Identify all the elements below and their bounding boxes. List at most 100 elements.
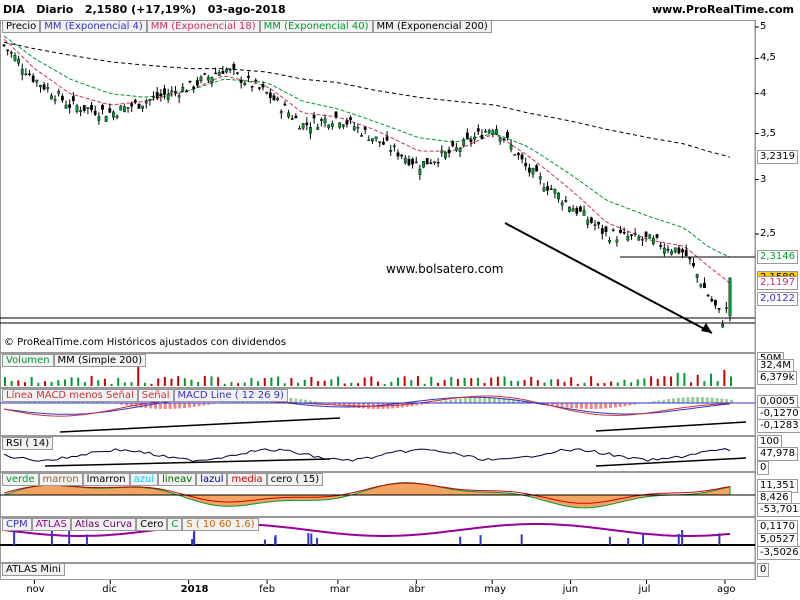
legend-item[interactable]: Cero (136, 518, 168, 531)
legend-item[interactable]: Atlas Curva (70, 518, 137, 531)
legend-item[interactable]: RSI ( 14) (2, 437, 54, 450)
candle-body (389, 150, 393, 152)
macd-hist-bar (512, 399, 516, 403)
candle-body (2, 44, 6, 47)
legend-item[interactable]: S ( 10 60 1.6) (182, 518, 259, 531)
legend-item[interactable]: Línea MACD menos Señal (2, 389, 138, 402)
legend-item[interactable]: Volumen (2, 354, 54, 367)
legend-item[interactable]: MM (Exponencial 40) (259, 20, 373, 33)
macd-hist-bar (463, 397, 467, 403)
macd-hist-bar (715, 397, 719, 403)
volume-bar (110, 383, 113, 386)
candle-body (349, 117, 352, 120)
candle-body (524, 162, 528, 167)
candle-body (681, 249, 684, 253)
candle-body (283, 103, 287, 106)
candle-body (549, 188, 553, 190)
month-label: abr (408, 584, 425, 595)
price-tick-label: 4 (760, 87, 767, 99)
candle-body (465, 132, 469, 139)
candle-body (261, 84, 265, 88)
volume-bar (510, 380, 513, 386)
candle-body (101, 104, 104, 110)
volume-bar (157, 378, 160, 386)
legend-item[interactable]: Señal (137, 389, 174, 402)
candle-body (666, 249, 670, 251)
candle-body (425, 158, 429, 165)
macd-hist-bar (410, 403, 414, 407)
candle-body (710, 299, 714, 302)
macd-hist-bar (662, 399, 666, 403)
macd-hist-bar (696, 397, 700, 403)
macd-hist-bar (623, 403, 627, 407)
macd-hist-bar (521, 400, 525, 403)
legend-item[interactable]: Precio (2, 20, 41, 33)
volume-bar (343, 383, 346, 386)
volume-bar (317, 381, 320, 386)
volume-bar (423, 383, 426, 386)
candle-body (673, 247, 677, 253)
volume-bar (197, 381, 200, 386)
legend-item[interactable]: lmarron (82, 473, 130, 486)
candle-body (600, 228, 604, 234)
volume-bar (270, 377, 273, 386)
volume-bar (563, 381, 566, 386)
candle-body (374, 136, 378, 140)
candle-body (586, 219, 590, 225)
candle-body (371, 138, 374, 142)
legend-item[interactable]: CPM (2, 518, 32, 531)
candle-body (407, 158, 411, 166)
legend-item[interactable]: MACD Line ( 12 26 9) (173, 389, 288, 402)
price-tick-label: 2,5 (760, 228, 776, 239)
volume-bar (610, 381, 613, 386)
candle-body (338, 122, 342, 128)
macd-hist-bar (337, 403, 341, 406)
macd-hist-bar (555, 403, 559, 407)
price-tick-label: 3,5 (760, 127, 776, 139)
volume-bar (603, 383, 606, 386)
macd-hist-bar (720, 398, 724, 403)
volume-bar (210, 376, 213, 386)
ema18-line (3, 38, 731, 284)
macd-hist-bar (158, 403, 162, 409)
candle-body (298, 128, 301, 130)
candle-body (641, 239, 644, 241)
legend-item[interactable]: MM (Exponencial 4) (40, 20, 147, 33)
candle-body (630, 234, 633, 236)
volume-bar (37, 382, 40, 386)
candle-body (352, 126, 356, 130)
candle-body (403, 157, 407, 164)
macd-hist-bar (226, 401, 230, 403)
volume-bar (616, 382, 619, 386)
volume-bar (650, 376, 653, 386)
legend-item[interactable]: MM (Exponencial 18) (146, 20, 260, 33)
legend-item[interactable]: C (167, 518, 183, 531)
volume-bar (543, 382, 546, 386)
legend-item[interactable]: media (227, 473, 267, 486)
macd-hist-bar (197, 403, 201, 407)
macd-hist-bar (420, 403, 424, 405)
macd-hist-bar (342, 403, 346, 407)
macd-hist-bar (168, 403, 172, 409)
legend-item[interactable]: azul (129, 473, 159, 486)
pane-value-tag: -0,1283 (757, 419, 800, 433)
candle-body (119, 105, 123, 111)
candle-body (670, 250, 674, 255)
macd-hist-bar (667, 399, 671, 403)
legend-item[interactable]: marron (38, 473, 83, 486)
legend-item[interactable]: lineav (158, 473, 197, 486)
legend-item[interactable]: MM (Exponencial 200) (372, 20, 492, 33)
legend-item[interactable]: verde (2, 473, 39, 486)
legend-item[interactable]: lazul (196, 473, 228, 486)
legend-item[interactable]: ATLAS Mini (2, 563, 65, 576)
macd-hist-bar (599, 403, 603, 409)
candle-body (232, 64, 236, 70)
candle-body (185, 90, 188, 93)
legend-item[interactable]: ATLAS (31, 518, 71, 531)
volume-bar (456, 378, 459, 386)
candle-body (31, 75, 35, 82)
month-label: dic (102, 584, 117, 595)
legend-item[interactable]: MM (Simple 200) (53, 354, 147, 367)
candle-body (659, 244, 663, 247)
legend-item[interactable]: cero ( 15) (266, 473, 324, 486)
